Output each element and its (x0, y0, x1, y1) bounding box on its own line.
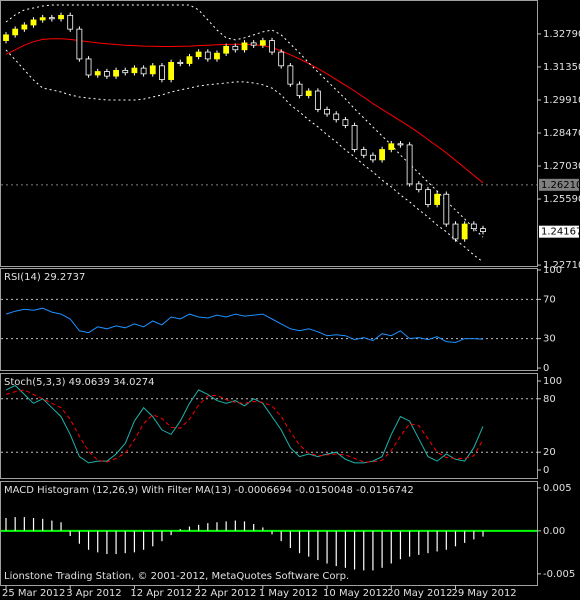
panel-title: MACD Histogram (12,26,9) With Filter MA(… (4, 485, 414, 496)
y-tick-label: 1.22710 (543, 260, 580, 271)
x-tick-label: 12 Apr 2012 (130, 588, 192, 599)
candle-body (104, 71, 110, 77)
candle-body (470, 223, 477, 230)
x-tick-label: 3 Apr 2012 (66, 588, 121, 599)
candle-body (39, 17, 46, 21)
candle-body (259, 40, 266, 46)
series-line (5, 389, 484, 463)
y-tick-label: 1.25590 (543, 194, 580, 205)
candle-body (241, 42, 248, 51)
candle-body (195, 51, 202, 58)
y-tick-label: 1.31350 (543, 62, 580, 73)
series-line (5, 49, 484, 263)
candle-body (177, 61, 184, 64)
candle-body (214, 52, 220, 60)
candle-body (397, 143, 404, 146)
candle-body (85, 58, 92, 76)
candle-body (452, 223, 459, 240)
candle-body (388, 143, 395, 150)
candle-body (305, 90, 312, 97)
candle-body (406, 144, 413, 185)
candle-body (324, 108, 330, 115)
y-tick-label: 0.00 (543, 526, 565, 537)
candle-body (287, 65, 294, 85)
candle-body (333, 113, 340, 121)
panel-frame (0, 481, 538, 586)
candle-body (67, 14, 74, 30)
candle-body (296, 83, 303, 97)
y-tick-label: 1.27030 (543, 161, 580, 172)
candle-body (48, 17, 55, 20)
x-tick-label: 10 May 2012 (323, 588, 388, 599)
candle-body (425, 189, 431, 205)
price-line-box (539, 178, 579, 191)
candle-body (113, 69, 119, 77)
candle-body (379, 149, 385, 161)
candle-body (149, 65, 156, 75)
candle-body (443, 193, 450, 225)
y-tick-label: 100 (543, 376, 562, 387)
candle-body (415, 183, 422, 191)
y-tick-label: 20 (543, 447, 556, 458)
candle-body (76, 28, 83, 60)
candle-body (250, 42, 257, 46)
candle-body (131, 67, 138, 74)
candle-body (480, 228, 486, 233)
y-tick-label: 100 (543, 265, 562, 276)
x-tick-label: 22 Apr 2012 (195, 588, 257, 599)
candle-body (351, 125, 358, 150)
panel-frame (0, 373, 538, 479)
x-tick-label: 29 May 2012 (451, 588, 516, 599)
candle-body (140, 67, 147, 75)
candle-body (12, 28, 19, 36)
candle-body (461, 223, 468, 240)
candle-body (434, 193, 441, 205)
y-tick-label: 70 (543, 294, 556, 305)
candle-body (186, 56, 193, 64)
candle-body (223, 45, 230, 54)
last-price-box (539, 225, 579, 238)
panel-title: Stoch(5,3,3) 49.0639 34.0274 (4, 377, 155, 388)
x-tick-label: 25 Mar 2012 (2, 588, 65, 599)
candle-body (204, 51, 211, 60)
series-line (5, 307, 484, 344)
candle-body (3, 34, 9, 41)
candle-body (58, 14, 64, 20)
candle-body (342, 119, 349, 126)
y-tick-label: 80 (543, 394, 556, 405)
price-line-label: 1.26210 (541, 180, 580, 191)
candle-body (168, 61, 175, 80)
y-tick-label: 30 (543, 334, 556, 345)
x-tick-label: 1 May 2012 (259, 588, 318, 599)
candle-body (360, 149, 367, 156)
panel-frame (0, 268, 538, 371)
candle-body (314, 90, 321, 110)
candle-body (122, 69, 129, 74)
series-line (5, 4, 484, 238)
series-line (5, 384, 484, 464)
y-tick-label: 1.29910 (543, 95, 580, 106)
candle-body (159, 65, 165, 80)
candle-body (370, 154, 376, 161)
y-tick-label: 0 (543, 363, 549, 374)
y-tick-label: 0 (543, 465, 549, 476)
candle-body (21, 24, 28, 30)
last-price-label: 1.24167 (541, 227, 580, 238)
y-tick-label: 0.005 (543, 483, 572, 494)
watermark: Lionstone Trading Station, © 2001-2012, … (4, 571, 349, 582)
panel-title: RSI(14) 29.2737 (4, 272, 85, 283)
candle-body (30, 19, 37, 26)
x-tick-label: 20 May 2012 (387, 588, 452, 599)
candle-body (278, 51, 285, 67)
y-tick-label: 1.32790 (543, 29, 580, 40)
candle-body (232, 45, 239, 51)
candle-body (94, 71, 101, 76)
y-tick-label: -0.005 (543, 569, 575, 580)
y-tick-label: 1.28470 (543, 128, 580, 139)
candle-body (269, 40, 275, 53)
